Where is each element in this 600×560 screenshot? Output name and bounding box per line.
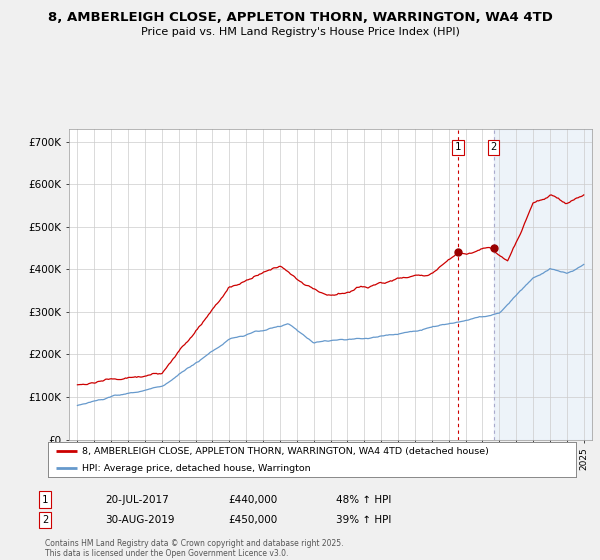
- Text: 2: 2: [491, 142, 497, 152]
- Text: £450,000: £450,000: [228, 515, 277, 525]
- Text: 1: 1: [42, 494, 48, 505]
- Text: Price paid vs. HM Land Registry's House Price Index (HPI): Price paid vs. HM Land Registry's House …: [140, 27, 460, 37]
- Text: Contains HM Land Registry data © Crown copyright and database right 2025.
This d: Contains HM Land Registry data © Crown c…: [45, 539, 343, 558]
- Text: £440,000: £440,000: [228, 494, 277, 505]
- Text: 8, AMBERLEIGH CLOSE, APPLETON THORN, WARRINGTON, WA4 4TD (detached house): 8, AMBERLEIGH CLOSE, APPLETON THORN, WAR…: [82, 446, 489, 456]
- Bar: [494, 129, 592, 440]
- Text: 30-AUG-2019: 30-AUG-2019: [105, 515, 175, 525]
- Text: HPI: Average price, detached house, Warrington: HPI: Average price, detached house, Warr…: [82, 464, 311, 473]
- Text: 39% ↑ HPI: 39% ↑ HPI: [336, 515, 391, 525]
- Text: 20-JUL-2017: 20-JUL-2017: [105, 494, 169, 505]
- Text: 48% ↑ HPI: 48% ↑ HPI: [336, 494, 391, 505]
- Text: 8, AMBERLEIGH CLOSE, APPLETON THORN, WARRINGTON, WA4 4TD: 8, AMBERLEIGH CLOSE, APPLETON THORN, WAR…: [47, 11, 553, 24]
- Text: 2: 2: [42, 515, 48, 525]
- Text: 1: 1: [455, 142, 461, 152]
